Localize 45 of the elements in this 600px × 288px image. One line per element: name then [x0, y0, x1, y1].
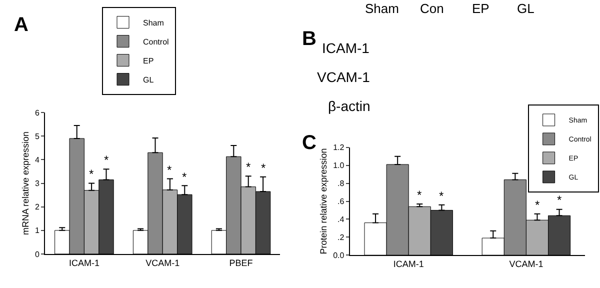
legend-label: Control: [143, 37, 170, 46]
category-label: Con: [420, 1, 444, 16]
data-label: *: [439, 189, 444, 203]
y-tick-label: 0: [34, 250, 40, 259]
chart-title: C: [302, 132, 316, 154]
y-tick-label: .8: [338, 179, 345, 188]
data-label: *: [557, 193, 562, 207]
y-tick-label: .2: [338, 232, 345, 242]
y-tick-label: 1.2: [333, 143, 345, 152]
data-label: *: [417, 188, 422, 202]
text: B: [302, 28, 316, 50]
category-label: GL: [517, 1, 534, 16]
y-tick-label: 3: [34, 179, 40, 188]
legend-label: EP: [143, 56, 154, 66]
x-tick-label: ICAM-1: [393, 258, 424, 269]
data-label: *: [535, 198, 540, 212]
data-label: *: [89, 167, 94, 181]
y-tick-label: 4: [34, 155, 40, 164]
y-tick-label: 0.0: [333, 250, 345, 260]
category-label: EP: [472, 1, 490, 16]
y-axis-title: Protein relative expression: [318, 148, 328, 254]
y-tick-label: .6: [338, 197, 345, 206]
x-tick-label: ICAM-1: [68, 258, 100, 268]
y-tick-label: .4: [338, 215, 345, 224]
category-label: β-actin: [328, 98, 370, 114]
x-tick-label: VCAM-1: [146, 258, 180, 268]
x-tick-label: VCAM-1: [509, 258, 544, 269]
data-label: *: [261, 161, 266, 175]
category-label: ICAM-1: [322, 40, 370, 56]
data-label: *: [104, 153, 109, 167]
data-label: *: [167, 163, 172, 177]
x-tick-label: PBEF: [229, 258, 254, 268]
y-tick-label: 5: [34, 132, 40, 141]
legend-label: Sham: [143, 18, 164, 28]
chart-title: A: [14, 14, 28, 36]
legend-label: GL: [143, 75, 154, 84]
category-label: Sham: [365, 1, 399, 16]
category-label: VCAM-1: [317, 69, 370, 85]
data-label: *: [182, 170, 187, 184]
y-tick-label: 6: [34, 108, 40, 118]
y-tick-label: 1.0: [333, 161, 345, 170]
y-tick-label: 2: [34, 202, 40, 212]
y-axis-title: mRNA relative expression: [20, 131, 30, 236]
data-label: *: [246, 160, 251, 174]
y-tick-label: 1: [34, 226, 40, 236]
